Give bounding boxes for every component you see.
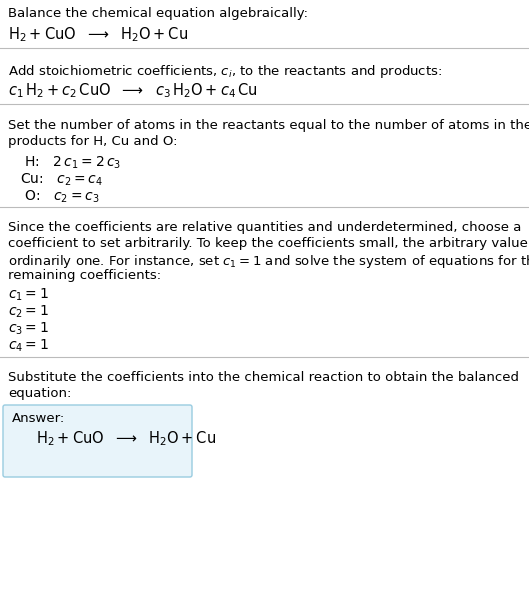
- Text: $c_3 = 1$: $c_3 = 1$: [8, 321, 49, 337]
- Text: Add stoichiometric coefficients, $c_i$, to the reactants and products:: Add stoichiometric coefficients, $c_i$, …: [8, 63, 442, 80]
- Text: H:   $2\,c_1 = 2\,c_3$: H: $2\,c_1 = 2\,c_3$: [20, 155, 121, 171]
- Text: products for H, Cu and O:: products for H, Cu and O:: [8, 135, 178, 148]
- Text: equation:: equation:: [8, 387, 71, 400]
- Text: $\mathrm{H_2 + CuO}$  $\longrightarrow$  $\mathrm{H_2O + Cu}$: $\mathrm{H_2 + CuO}$ $\longrightarrow$ $…: [36, 429, 216, 448]
- Text: $\mathrm{H_2 + CuO}$  $\longrightarrow$  $\mathrm{H_2O + Cu}$: $\mathrm{H_2 + CuO}$ $\longrightarrow$ $…: [8, 25, 188, 44]
- Text: $c_4 = 1$: $c_4 = 1$: [8, 338, 49, 354]
- Text: remaining coefficients:: remaining coefficients:: [8, 269, 161, 282]
- Text: Balance the chemical equation algebraically:: Balance the chemical equation algebraica…: [8, 7, 308, 20]
- FancyBboxPatch shape: [3, 405, 192, 477]
- Text: Cu:   $c_2 = c_4$: Cu: $c_2 = c_4$: [20, 172, 103, 188]
- Text: Set the number of atoms in the reactants equal to the number of atoms in the: Set the number of atoms in the reactants…: [8, 119, 529, 132]
- Text: Substitute the coefficients into the chemical reaction to obtain the balanced: Substitute the coefficients into the che…: [8, 371, 519, 384]
- Text: $c_1 = 1$: $c_1 = 1$: [8, 287, 49, 304]
- Text: Since the coefficients are relative quantities and underdetermined, choose a: Since the coefficients are relative quan…: [8, 221, 522, 234]
- Text: $c_1\,\mathrm{H_2} + c_2\,\mathrm{CuO}$  $\longrightarrow$  $c_3\,\mathrm{H_2O} : $c_1\,\mathrm{H_2} + c_2\,\mathrm{CuO}$ …: [8, 81, 258, 100]
- Text: ordinarily one. For instance, set $c_1 = 1$ and solve the system of equations fo: ordinarily one. For instance, set $c_1 =…: [8, 253, 529, 270]
- Text: $c_2 = 1$: $c_2 = 1$: [8, 304, 49, 320]
- Text: coefficient to set arbitrarily. To keep the coefficients small, the arbitrary va: coefficient to set arbitrarily. To keep …: [8, 237, 529, 250]
- Text: O:   $c_2 = c_3$: O: $c_2 = c_3$: [20, 189, 99, 205]
- Text: Answer:: Answer:: [12, 412, 65, 425]
